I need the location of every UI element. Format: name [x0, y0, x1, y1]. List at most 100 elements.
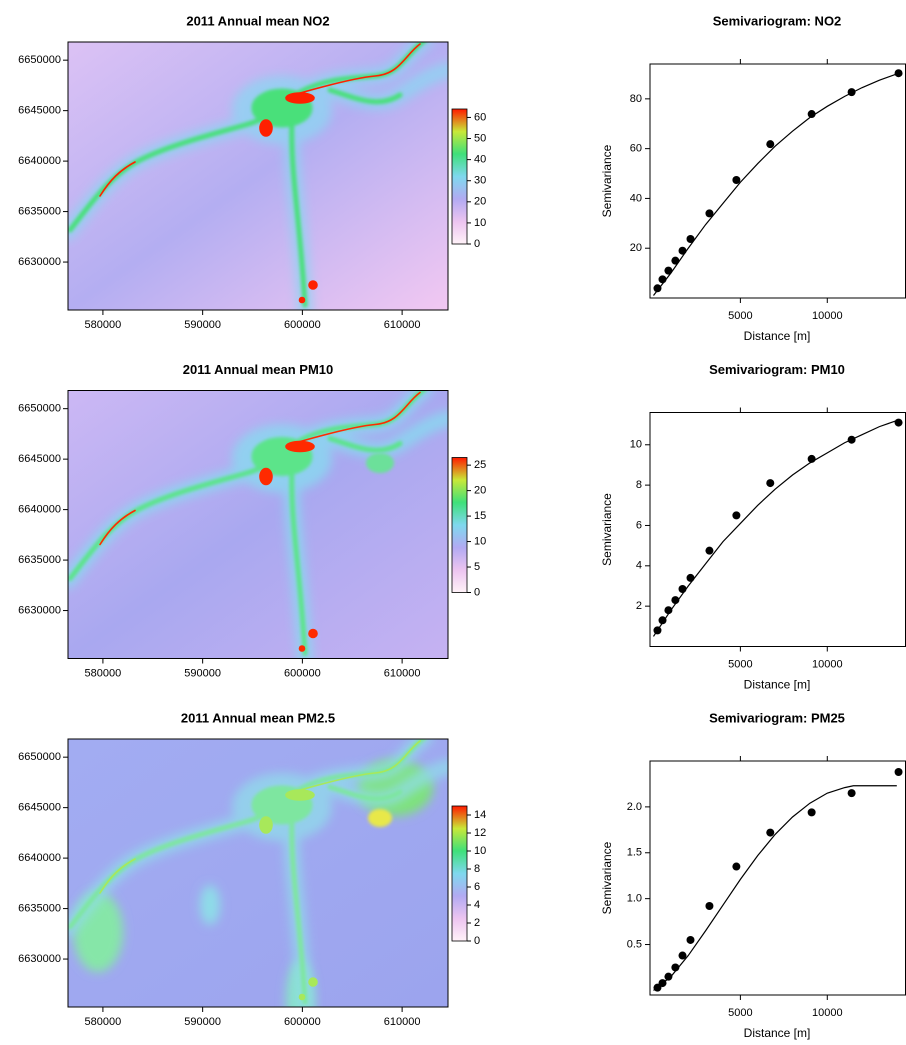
- y-tick-label: 4: [636, 560, 642, 572]
- colorbar-tick-label: 10: [474, 535, 486, 547]
- colorbar-tick-label: 12: [474, 827, 486, 839]
- y-tick-label: 6640000: [18, 852, 61, 864]
- y-tick-label: 20: [630, 242, 642, 254]
- y-tick-label: 6: [636, 519, 642, 531]
- x-tick-label: 590000: [184, 1016, 221, 1028]
- data-point: [847, 789, 856, 798]
- data-point: [732, 176, 741, 185]
- x-tick-label: 600000: [284, 667, 321, 679]
- data-point: [658, 616, 667, 625]
- data-point: [732, 511, 741, 520]
- y-tick-label: 6630000: [18, 256, 61, 268]
- data-point: [653, 284, 662, 293]
- x-tick-label: 5000: [728, 658, 752, 670]
- colorbar-tick-label: 50: [474, 132, 486, 144]
- data-point: [671, 256, 680, 265]
- colorbar-tick-label: 8: [474, 863, 480, 875]
- y-tick-label: 6635000: [18, 205, 61, 217]
- x-tick-label: 10000: [812, 658, 843, 670]
- chart-title: 2011 Annual mean NO2: [186, 13, 329, 28]
- y-tick-label: 6645000: [18, 105, 61, 117]
- data-point: [671, 596, 680, 605]
- colorbar: [451, 457, 468, 593]
- data-point: [653, 626, 662, 635]
- plot-frame: [649, 760, 906, 996]
- data-point: [732, 862, 741, 871]
- x-tick-label: 580000: [85, 319, 122, 331]
- colorbar-tick-label: 6: [474, 881, 480, 893]
- data-point: [678, 585, 687, 594]
- y-axis-title: Semivariance: [600, 144, 614, 217]
- data-point: [671, 963, 680, 972]
- colorbar-tick-label: 10: [474, 217, 486, 229]
- y-tick-label: 6640000: [18, 155, 61, 167]
- data-point: [894, 768, 903, 777]
- y-tick-label: 6650000: [18, 403, 61, 415]
- x-tick-label: 610000: [384, 1016, 421, 1028]
- map-image: [68, 390, 448, 659]
- data-point: [678, 951, 687, 960]
- chart-title: 2011 Annual mean PM2.5: [181, 710, 335, 725]
- colorbar: [451, 108, 468, 245]
- y-tick-label: 10: [630, 439, 642, 451]
- x-axis-title: Distance [m]: [744, 678, 811, 692]
- y-tick-label: 1.0: [627, 893, 642, 905]
- y-tick-label: 6650000: [18, 54, 61, 66]
- x-tick-label: 10000: [812, 1007, 843, 1019]
- map-image: [68, 42, 448, 310]
- y-tick-label: 6650000: [18, 751, 61, 763]
- x-axis-title: Distance [m]: [744, 329, 811, 343]
- y-tick-label: 8: [636, 479, 642, 491]
- data-point: [664, 266, 673, 275]
- y-tick-label: 2.0: [627, 801, 642, 813]
- colorbar-tick-label: 14: [474, 809, 486, 821]
- x-tick-label: 600000: [284, 319, 321, 331]
- y-tick-label: 6635000: [18, 902, 61, 914]
- x-tick-label: 610000: [384, 667, 421, 679]
- chart-title: Semivariogram: PM25: [709, 710, 845, 725]
- y-tick-label: 6630000: [18, 953, 61, 965]
- y-tick-label: 6645000: [18, 802, 61, 814]
- chart-title: 2011 Annual mean PM10: [183, 362, 334, 377]
- data-point: [807, 808, 816, 817]
- model-line: [653, 785, 897, 991]
- colorbar-tick-label: 25: [474, 459, 486, 471]
- data-point: [705, 546, 714, 555]
- data-point: [664, 972, 673, 981]
- plot-frame: [649, 63, 906, 299]
- data-point: [894, 418, 903, 427]
- y-tick-label: 40: [630, 192, 642, 204]
- data-point: [847, 435, 856, 444]
- x-tick-label: 10000: [812, 310, 843, 322]
- x-tick-label: 580000: [85, 1016, 122, 1028]
- plot-frame: [67, 41, 449, 311]
- x-tick-label: 610000: [384, 319, 421, 331]
- colorbar-tick-label: 0: [474, 238, 480, 250]
- colorbar-tick-label: 4: [474, 899, 480, 911]
- data-point: [686, 573, 695, 582]
- colorbar-tick-label: 40: [474, 154, 486, 166]
- data-point: [658, 275, 667, 284]
- y-tick-label: 6635000: [18, 554, 61, 566]
- x-tick-label: 600000: [284, 1016, 321, 1028]
- y-tick-label: 1.5: [627, 847, 642, 859]
- data-point: [766, 828, 775, 837]
- data-point: [894, 69, 903, 78]
- plot-frame: [67, 738, 449, 1008]
- colorbar-tick-label: 2: [474, 917, 480, 929]
- colorbar-tick-label: 30: [474, 175, 486, 187]
- colorbar-tick-label: 20: [474, 196, 486, 208]
- y-tick-label: 6630000: [18, 604, 61, 616]
- y-tick-label: 2: [636, 600, 642, 612]
- colorbar-tick-label: 0: [474, 935, 480, 947]
- x-tick-label: 580000: [85, 667, 122, 679]
- x-tick-label: 5000: [728, 1007, 752, 1019]
- y-tick-label: 6640000: [18, 504, 61, 516]
- y-tick-label: 6645000: [18, 453, 61, 465]
- model-line: [652, 420, 898, 637]
- x-axis-title: Distance [m]: [744, 1026, 811, 1040]
- colorbar-tick-label: 0: [474, 586, 480, 598]
- colorbar-tick-label: 15: [474, 510, 486, 522]
